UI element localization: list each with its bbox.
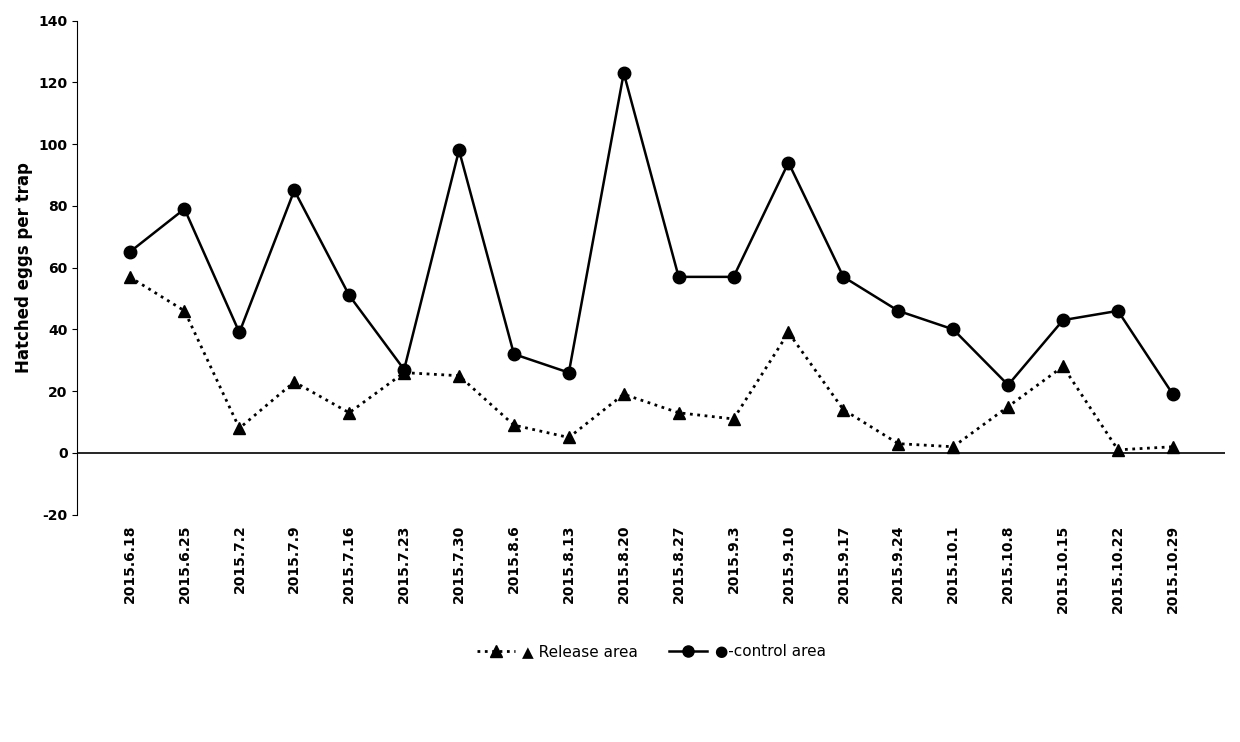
Legend: ▲ Release area, ●-control area: ▲ Release area, ●-control area — [470, 638, 832, 666]
Y-axis label: Hatched eggs per trap: Hatched eggs per trap — [15, 162, 33, 373]
